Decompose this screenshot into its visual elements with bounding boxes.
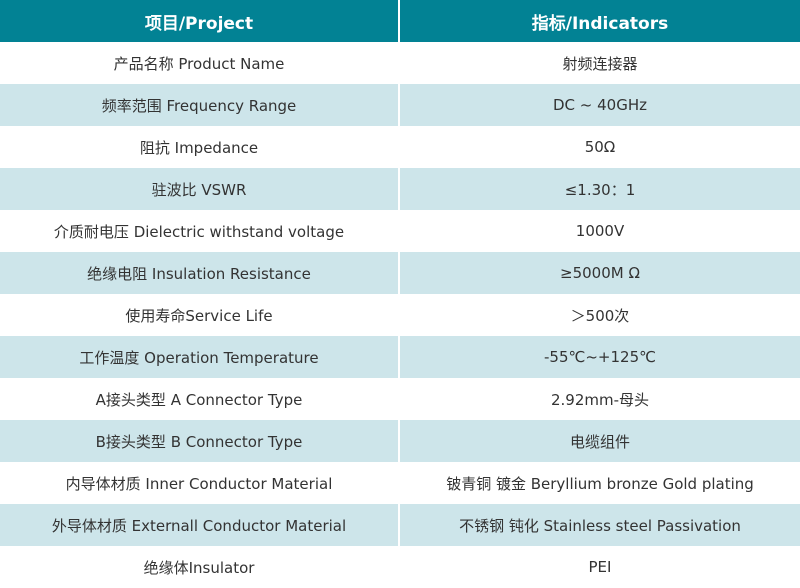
table-row: 绝缘体Insulator PEI [0,546,800,588]
header-project: 项目/Project [0,0,400,42]
table-row: 内导体材质 Inner Conductor Material 铍青铜 镀金 Ber… [0,462,800,504]
indicator-cell: 射频连接器 [562,54,638,73]
project-cell: B接头类型 B Connector Type [0,420,400,462]
indicator-cell: DC ~ 40GHz [399,84,800,126]
project-cell: 工作温度 Operation Temperature [0,336,400,378]
project-cell: 外导体材质 Externall Conductor Material [0,504,400,546]
project-cell: 介质耐电压 Dielectric withstand voltage [0,210,400,252]
table-row: 驻波比 VSWR ≤1.30：1 [0,168,800,210]
project-cell: 驻波比 VSWR [0,168,400,210]
table-row: 介质耐电压 Dielectric withstand voltage 1000V [0,210,800,252]
project-cell: 频率范围 Frequency Range [0,84,400,126]
indicator-cell: ＞500次 [570,306,630,325]
indicator-cell: 50Ω [584,138,616,156]
table-row: 产品名称 Product Name 射频连接器 [0,42,800,84]
table-row: 频率范围 Frequency Range DC ~ 40GHz [0,84,800,126]
project-cell: 使用寿命Service Life [0,294,400,336]
header-indicators: 指标/Indicators [399,0,800,42]
table-row: 使用寿命Service Life ＞500次 [0,294,800,336]
project-cell: 阻抗 Impedance [0,126,400,168]
indicator-cell: 电缆组件 [399,420,800,462]
indicator-cell: 铍青铜 镀金 Beryllium bronze Gold plating [446,474,754,493]
project-cell: 内导体材质 Inner Conductor Material [0,462,400,504]
indicator-cell: -55℃~+125℃ [399,336,800,378]
header-row: 项目/Project 指标/Indicators [0,0,800,42]
indicator-cell: 1000V [575,222,625,240]
table-row: 阻抗 Impedance 50Ω [0,126,800,168]
table-row: 绝缘电阻 Insulation Resistance ≥5000M Ω [0,252,800,294]
indicator-cell: PEI [588,558,612,576]
project-cell: 绝缘电阻 Insulation Resistance [0,252,400,294]
table-row: A接头类型 A Connector Type 2.92mm-母头 [0,378,800,420]
indicator-cell: 不锈钢 钝化 Stainless steel Passivation [399,504,800,546]
table-row: B接头类型 B Connector Type 电缆组件 [0,420,800,462]
indicator-cell: ≤1.30：1 [399,168,800,210]
table-row: 工作温度 Operation Temperature -55℃~+125℃ [0,336,800,378]
project-cell: 产品名称 Product Name [0,42,400,84]
table-row: 外导体材质 Externall Conductor Material 不锈钢 钝化… [0,504,800,546]
indicator-cell: 2.92mm-母头 [550,390,650,409]
project-cell: 绝缘体Insulator [0,546,400,588]
indicator-cell: ≥5000M Ω [399,252,800,294]
project-cell: A接头类型 A Connector Type [0,378,400,420]
